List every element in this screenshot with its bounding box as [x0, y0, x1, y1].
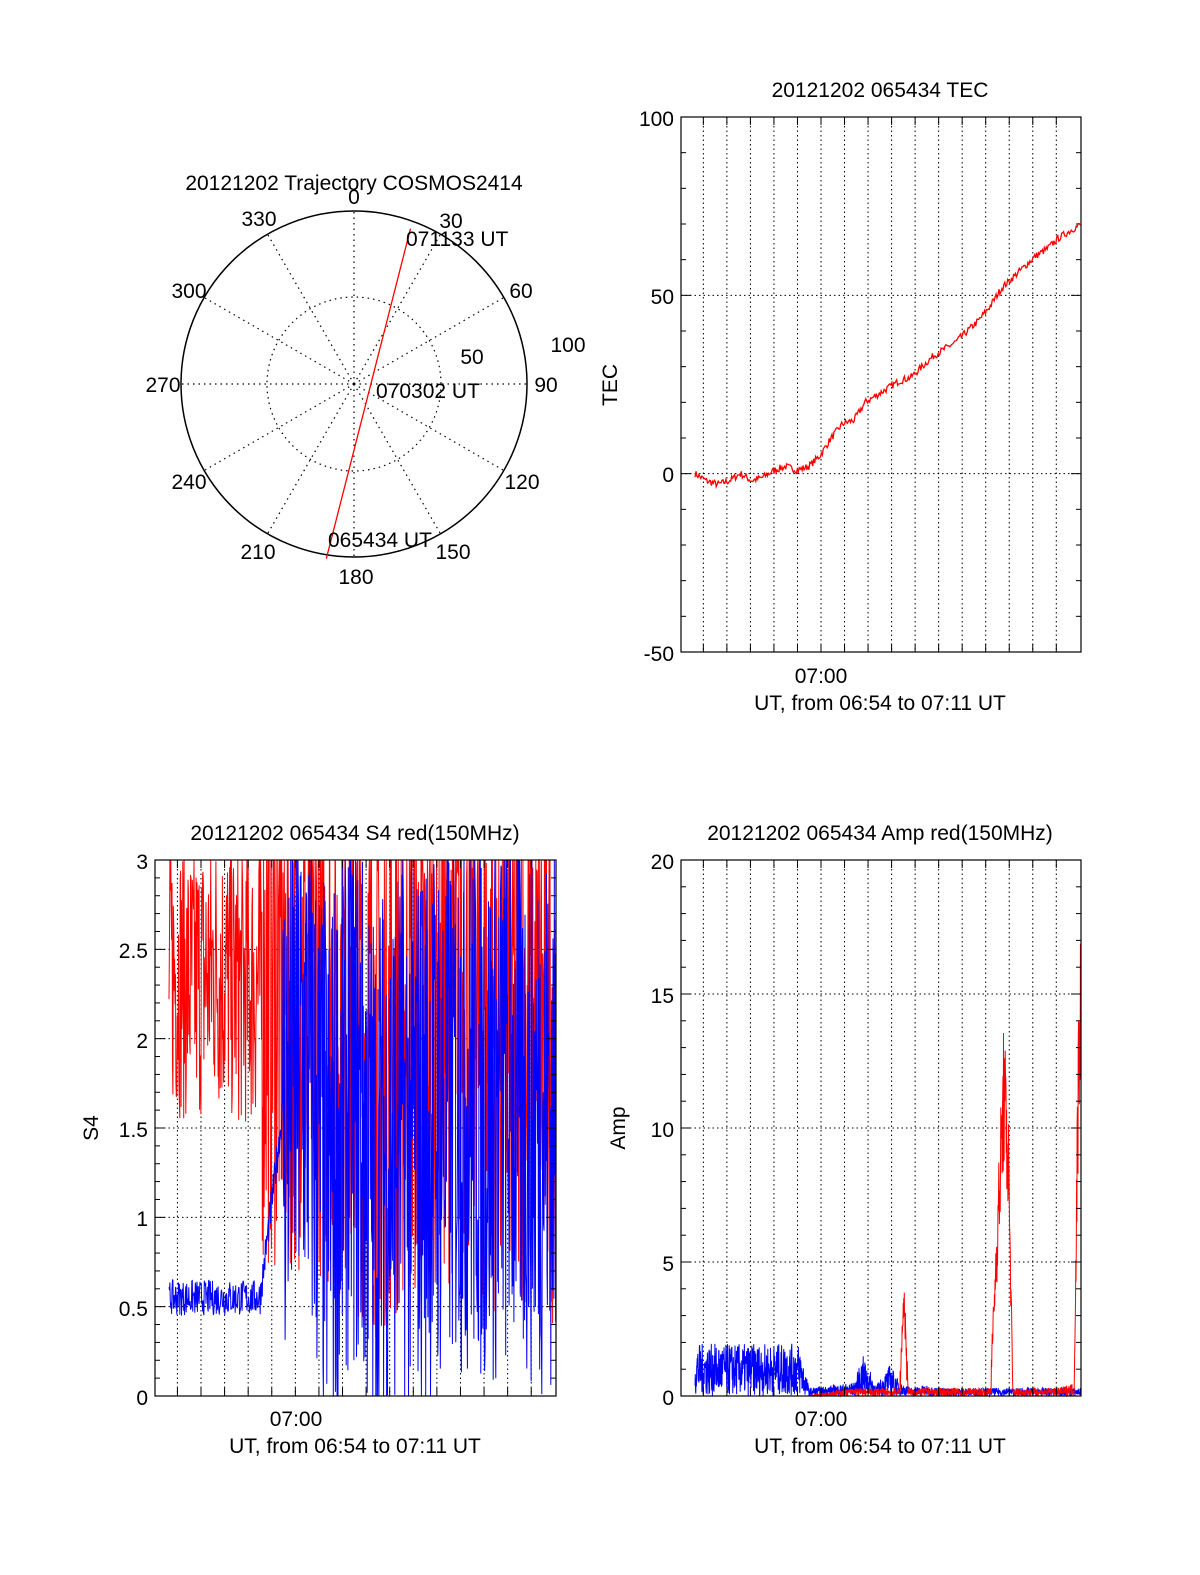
trajectory-end-label: 071133 UT: [406, 228, 509, 251]
trajectory-mid-label: 070302 UT: [376, 380, 480, 403]
s4-x-axis-label: UT, from 06:54 to 07:11 UT: [229, 1435, 481, 1458]
s4-y-tick-labels: 3 2.5 2 1.5 1 0.5 0: [119, 851, 148, 1410]
amp-series-1: [695, 941, 1082, 1398]
trajectory-line: [325, 228, 412, 559]
tec-y-tick-minus50: -50: [644, 643, 674, 666]
tec-panel: 20121202 065434 TEC 100 50 0 -50 07:00 U…: [599, 79, 1082, 715]
amp-grid: [681, 860, 1081, 1396]
tec-y-axis-label: TEC: [599, 364, 622, 406]
tec-title: 20121202 065434 TEC: [772, 79, 989, 102]
trajectory-start-label: 065434 UT: [328, 529, 432, 552]
azimuth-label-30: 30: [439, 210, 462, 233]
azimuth-label-240: 240: [171, 471, 206, 494]
spoke-210: [266, 383, 355, 535]
azimuth-label-210: 210: [240, 541, 275, 564]
trajectory-time-labels: 071133 UT 070302 UT 065434 UT: [328, 228, 509, 552]
tec-plot-frame: [680, 116, 1082, 653]
trajectory-panel: 20121202 Trajectory COSMOS2414 0 30 60 9…: [145, 172, 585, 589]
tec-grid: [681, 117, 1081, 652]
tec-y-tick-labels: 100 50 0 -50: [639, 108, 674, 666]
s4-y-tick-2.5: 2.5: [119, 940, 148, 963]
amp-y-tick-labels: 20 15 10 5 0: [651, 851, 674, 1410]
horizon-circle: [180, 210, 528, 558]
amp-series-0: [694, 1343, 1082, 1398]
amp-panel: 20121202 065434 Amp red(150MHz) 20 15 10…: [607, 822, 1082, 1458]
tec-y-tick-0: 0: [662, 464, 674, 487]
amp-x-tick-0700: 07:00: [795, 1408, 848, 1431]
amp-x-axis-label: UT, from 06:54 to 07:11 UT: [754, 1435, 1006, 1458]
s4-y-tick-2: 2: [136, 1030, 148, 1053]
trajectory-grid: [181, 211, 527, 557]
s4-ticks: [155, 859, 556, 1397]
s4-y-tick-1: 1: [136, 1208, 148, 1231]
s4-title: 20121202 065434 S4 red(150MHz): [190, 822, 519, 845]
tec-ticks: [681, 116, 1081, 653]
tec-series-line: [694, 222, 1082, 489]
s4-y-tick-1.5: 1.5: [119, 1119, 148, 1142]
tec-y-tick-50: 50: [651, 286, 674, 309]
spoke-300: [203, 296, 355, 385]
s4-x-tick-0700: 07:00: [270, 1408, 323, 1431]
amp-y-tick-5: 5: [662, 1253, 674, 1276]
s4-y-tick-0: 0: [136, 1387, 148, 1410]
spoke-60: [353, 296, 505, 385]
s4-panel: 20121202 065434 S4 red(150MHz) 3 2.5 2 1…: [80, 822, 557, 1458]
amp-series-traces: [694, 941, 1082, 1398]
amp-y-tick-15: 15: [651, 985, 674, 1008]
azimuth-label-0: 0: [348, 186, 360, 209]
azimuth-label-60: 60: [509, 280, 532, 303]
azimuth-label-180: 180: [338, 566, 373, 589]
amp-y-tick-10: 10: [651, 1119, 674, 1142]
s4-y-axis-label: S4: [80, 1115, 103, 1141]
spoke-330: [266, 233, 355, 385]
azimuth-label-270: 270: [145, 374, 180, 397]
spoke-120: [353, 383, 505, 472]
tec-x-tick-0700: 07:00: [795, 665, 848, 688]
azimuth-label-120: 120: [504, 471, 539, 494]
radius-label-100: 100: [550, 334, 585, 357]
azimuth-label-150: 150: [435, 541, 470, 564]
tec-x-axis-label: UT, from 06:54 to 07:11 UT: [754, 692, 1006, 715]
s4-series-1: [168, 859, 557, 1397]
radius-circle-50: [266, 296, 442, 472]
spoke-150: [353, 383, 442, 535]
amp-y-axis-label: Amp: [607, 1106, 630, 1149]
amp-y-tick-0: 0: [662, 1387, 674, 1410]
amp-y-tick-20: 20: [651, 851, 674, 874]
azimuth-labels: 0 30 60 90 120 150 180 210 240 270 300 3…: [145, 186, 585, 589]
spoke-240: [203, 383, 355, 472]
radius-label-50: 50: [460, 346, 483, 369]
azimuth-label-300: 300: [171, 280, 206, 303]
spoke-30: [353, 233, 442, 385]
azimuth-label-90: 90: [534, 374, 557, 397]
amp-title: 20121202 065434 Amp red(150MHz): [707, 822, 1053, 845]
tec-y-tick-100: 100: [639, 108, 674, 131]
azimuth-label-330: 330: [241, 208, 276, 231]
amp-ticks: [681, 859, 1081, 1397]
s4-y-tick-3: 3: [136, 851, 148, 874]
s4-y-tick-0.5: 0.5: [119, 1298, 148, 1321]
trajectory-title: 20121202 Trajectory COSMOS2414: [185, 172, 523, 195]
